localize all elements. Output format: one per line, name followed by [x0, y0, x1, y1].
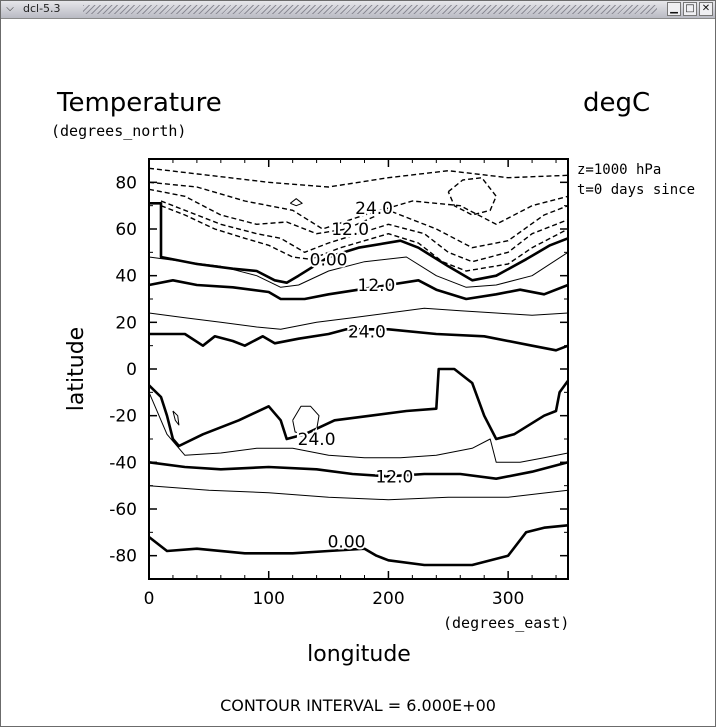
y-axis-ticks: 80 60 40 20 0 -20 -40 -60 -80: [109, 158, 568, 580]
contour-line-14: [172, 410, 180, 426]
title-bar[interactable]: ⌵ dcl-5.3 ▁ □ ✕: [1, 1, 715, 19]
window-menu-button[interactable]: ⌵: [3, 2, 17, 16]
contour-line-6: [160, 205, 569, 272]
y-tick-label: -20: [109, 407, 137, 427]
y-tick-label: 0: [126, 360, 137, 380]
x-tick-label: 200: [372, 589, 404, 609]
contour-line-16: [148, 461, 569, 480]
chevron-down-icon: ⌵: [6, 3, 14, 14]
window-title: dcl-5.3: [23, 2, 61, 15]
info-line-z: z=1000 hPa: [577, 162, 661, 178]
y-tick-label: 20: [115, 313, 137, 333]
contour-line-10: [148, 307, 569, 330]
y-tick-label: 60: [115, 220, 137, 240]
contour-line-13: [292, 405, 320, 435]
contour-line-5: [160, 200, 569, 263]
contour-interval-note: CONTOUR INTERVAL = 6.000E+00: [220, 696, 496, 715]
maximize-button[interactable]: □: [683, 2, 697, 16]
y-tick-label: -40: [109, 453, 137, 473]
contour-line-17: [148, 485, 569, 501]
contour-line-18: [148, 524, 569, 567]
contour-label: 24.0: [355, 199, 393, 219]
contour-lines: [148, 167, 570, 567]
contour-line-4: [289, 198, 303, 207]
x-units-label: (degrees_east): [443, 614, 569, 632]
y-tick-label: 40: [115, 267, 137, 287]
y-units-label: (degrees_north): [51, 122, 186, 140]
contour-label: 12.0: [358, 276, 396, 296]
minimize-icon: ▁: [670, 3, 678, 14]
contour-label: 24.0: [298, 430, 336, 450]
contour-label: 0.00: [310, 250, 348, 270]
y-tick-label: -60: [109, 500, 137, 520]
y-tick-label: 80: [115, 173, 137, 193]
chart-units: degC: [583, 88, 650, 118]
title-grip: [83, 5, 657, 14]
x-axis-label: longitude: [307, 642, 411, 667]
contour-line-1: [148, 181, 569, 230]
contour-line-7: [149, 202, 569, 284]
info-line-t: t=0 days since: [577, 182, 695, 198]
close-icon: ✕: [701, 3, 711, 14]
contour-line-2: [148, 188, 569, 249]
contour-label: 24.0: [348, 323, 386, 343]
contour-line-15: [148, 392, 569, 463]
x-tick-label: 100: [252, 589, 284, 609]
x-axis-ticks: 0 100 200 300: [144, 159, 557, 609]
contour-line-11: [149, 328, 569, 352]
minimize-button[interactable]: ▁: [667, 2, 681, 16]
maximize-icon: □: [685, 3, 695, 14]
contour-line-9: [148, 279, 569, 301]
y-tick-label: -80: [109, 547, 137, 567]
contour-label: 0.00: [328, 533, 366, 553]
x-tick-label: 300: [492, 589, 524, 609]
contour-line-3: [447, 177, 497, 216]
contour-line-12: [148, 367, 570, 448]
contour-line-8: [148, 251, 569, 288]
y-axis-label: latitude: [64, 327, 89, 411]
x-tick-label: 0: [144, 589, 155, 609]
chart-title: Temperature: [56, 88, 222, 118]
close-button[interactable]: ✕: [699, 2, 713, 16]
contour-plot: Temperature degC (degrees_north) z=1000 …: [51, 88, 695, 715]
contour-label: 12.0: [331, 220, 369, 240]
contour-line-0: [148, 167, 569, 188]
contour-label: 12.0: [375, 467, 413, 487]
